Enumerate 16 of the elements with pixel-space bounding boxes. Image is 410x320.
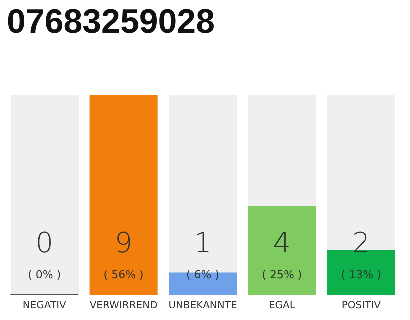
annotation: ( 0% ) <box>28 268 62 282</box>
annotation: ( 13% ) <box>341 268 382 282</box>
bar <box>327 250 396 295</box>
data-label: 4 <box>273 226 292 260</box>
x-tick-label: UNBEKANNTE <box>168 300 238 312</box>
data-label: 9 <box>114 226 133 260</box>
data-label: 1 <box>194 226 212 260</box>
x-tick-label: EGAL <box>268 300 296 312</box>
chart-title: 07683259028 <box>7 3 216 41</box>
annotation: ( 25% ) <box>262 268 302 282</box>
x-tick-label: POSITIV <box>342 300 382 312</box>
annotation: ( 6% ) <box>186 268 220 282</box>
data-label: 0 <box>36 226 54 260</box>
x-tick-label: NEGATIV <box>22 300 67 312</box>
x-tick-label: VERWIRREND <box>90 300 158 312</box>
annotation: ( 56% ) <box>104 268 144 282</box>
